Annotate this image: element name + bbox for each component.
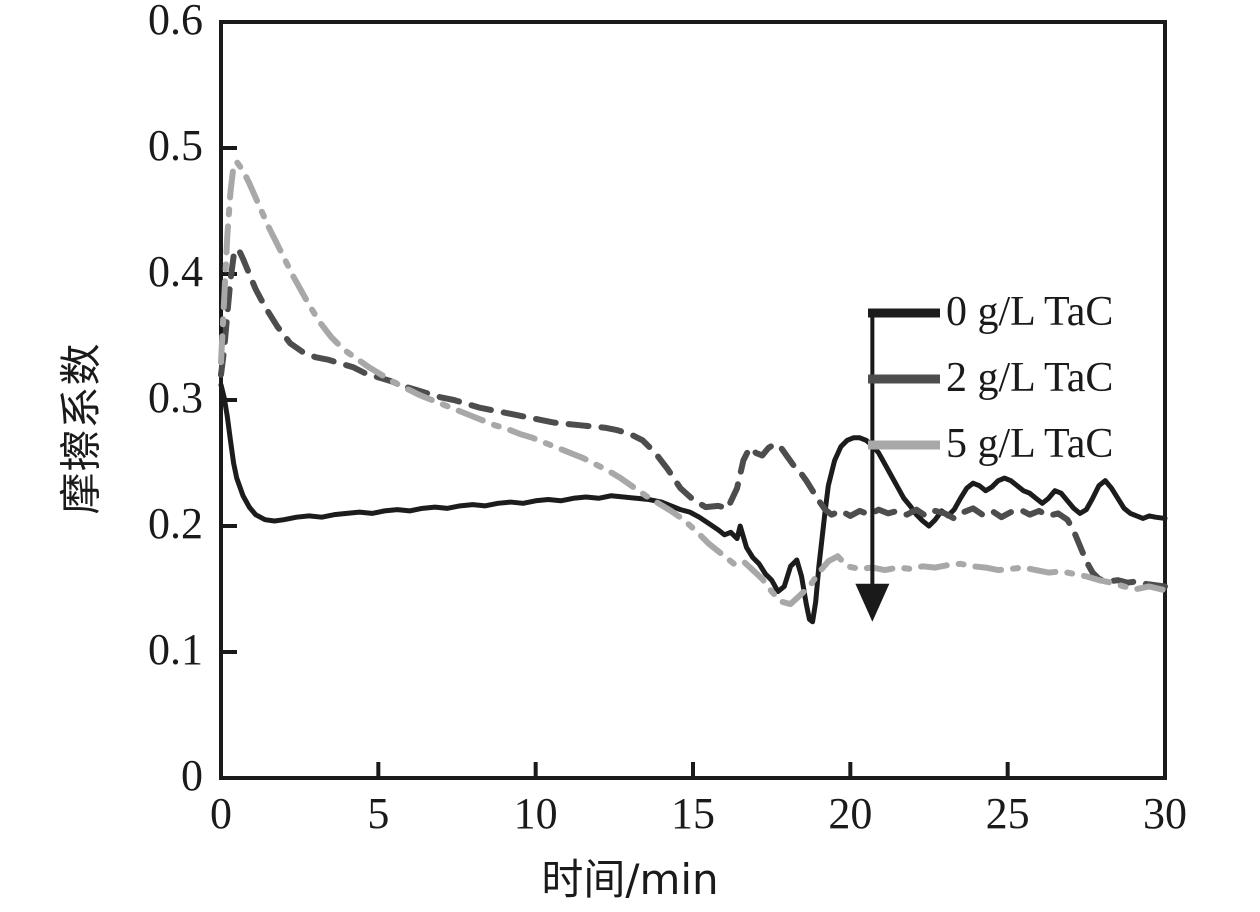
annotation-arrow (855, 309, 890, 622)
x-tick-label: 0 (210, 789, 232, 838)
x-axis-title: 时间/min (541, 855, 719, 904)
x-tick-label: 10 (513, 789, 558, 838)
legend-entry-label: 5 g/L TaC (946, 421, 1114, 467)
series-line-2 (218, 158, 1168, 608)
x-tick-label: 25 (985, 789, 1030, 838)
y-tick-label: 0 (181, 751, 203, 800)
y-tick-label: 0.1 (148, 625, 203, 674)
x-tick-label: 30 (1143, 789, 1187, 838)
y-tick-label: 0.5 (148, 121, 203, 170)
x-tick-label: 5 (367, 789, 390, 838)
legend-line-samples (868, 308, 940, 450)
y-tick-label: 0.6 (148, 0, 203, 44)
y-tick-label: 0.4 (148, 247, 203, 296)
x-tick-label: 15 (671, 789, 715, 838)
legend-entry-label: 2 g/L TaC (946, 355, 1114, 401)
series-line-0 (218, 382, 1168, 625)
data-series-group (218, 158, 1168, 625)
legend-entry-label: 0 g/L TaC (946, 289, 1114, 335)
axis-ticks (221, 146, 1010, 778)
series-line-1 (218, 245, 1168, 590)
y-tick-label: 0.3 (148, 373, 203, 422)
x-tick-label: 20 (828, 789, 873, 838)
y-tick-label: 0.2 (148, 499, 203, 548)
y-axis-title: 摩擦系数 (56, 342, 106, 515)
